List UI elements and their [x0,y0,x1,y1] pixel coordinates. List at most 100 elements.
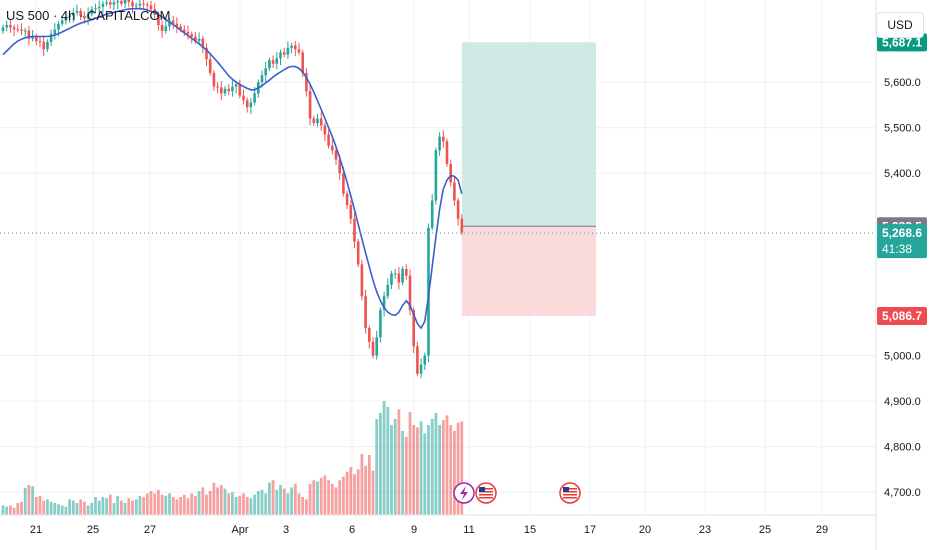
volume-bar [179,497,182,515]
volume-bar [186,498,190,515]
candle-body [349,205,353,219]
volume-bar [31,486,34,515]
event-circle [475,482,497,504]
candle-body [38,41,42,43]
volume-bar [427,425,430,515]
time-tick-label: 9 [411,524,417,536]
flag-canton [563,487,569,492]
candle-body [242,95,245,101]
chart-title: US 500 · 4h · CAPITALCOM [6,8,171,23]
candle-body [364,296,367,329]
time-scale: 21 25 27 Apr 3 6 9 11 15 17 20 23 25 29 [30,524,828,536]
candle-body [405,268,408,276]
price-label: 5,687.1 [882,35,922,49]
volume-bar [123,503,127,515]
candle-body [245,100,249,108]
volume-bar [168,493,171,515]
candle-body [368,328,371,342]
volume-bar [386,407,390,515]
volume-bar [86,505,90,515]
volume-bar [1,505,5,515]
volume-bar [312,480,316,515]
time-tick-label: Apr [231,524,248,536]
lightning-icon [453,482,475,504]
volume-bar [231,492,234,515]
candle-body [282,52,286,55]
currency-button[interactable]: USD [876,12,924,38]
candle-body [353,218,356,242]
candle-body [20,29,23,31]
candle-body [175,23,179,27]
time-tick-label: 21 [30,524,42,536]
candle-body [190,34,193,37]
volume-bar [430,419,434,515]
candle-body [1,27,5,31]
candle-body [134,5,138,7]
volume-bar [138,495,142,515]
volume-bar [101,497,105,515]
volume-bar [460,421,464,515]
candle-body [401,268,404,283]
volume-bar [164,495,168,515]
candle-body [97,6,101,9]
candle-body [238,84,242,96]
candle-body [160,25,164,31]
volume-bar [205,494,208,515]
flag-stripe [563,488,577,490]
candle-body [57,23,60,30]
volume-bar [53,503,57,515]
volume-bar [423,433,427,515]
candle-body [434,150,438,201]
volume-bar [253,494,256,515]
candle-body [109,2,112,5]
volume-bar [449,425,453,515]
volume-bar [90,503,94,515]
volume-bars [1,401,464,515]
candle-body [205,47,208,60]
volume-bar [212,482,216,515]
volume-bar [393,419,397,515]
candle-body [408,275,412,310]
candle-body [83,15,86,19]
volume-bar [46,499,49,515]
volume-bar [249,498,253,515]
candle-body [201,38,205,48]
candle-body [116,0,119,3]
candle-body [186,31,190,35]
candle-body [234,84,238,87]
volume-bar [275,489,279,515]
candle-body [319,118,323,126]
time-tick-label: 6 [349,524,355,536]
candle-body [279,52,282,59]
time-tick-label: 20 [639,524,651,536]
volume-bar [367,455,371,515]
volume-bar [416,427,419,515]
volume-bar [216,487,219,515]
candle-body [46,41,49,50]
candle-body [264,68,267,76]
candle-body [301,52,304,73]
candle-body [146,4,149,6]
volume-bar [245,497,249,515]
volume-bar [157,489,160,515]
candle-body [442,136,445,142]
candle-body [149,5,153,10]
candle-body [360,264,364,297]
candle-body [112,2,116,5]
volume-bar [194,495,197,515]
candle-body [294,45,297,50]
volume-bar [120,500,123,515]
candle-body [16,29,20,31]
volume-bar [453,431,456,515]
volume-bar [83,501,86,515]
volume-bar [175,499,179,515]
time-tick-label: 23 [699,524,711,536]
candle-body [331,145,334,151]
candle-body [60,20,64,24]
candle-body [127,0,131,2]
candle-body [183,29,186,32]
price-tick-label: 5,400.0 [884,168,921,180]
volume-bar [105,498,108,515]
price-tick-label: 4,700.0 [884,487,921,499]
